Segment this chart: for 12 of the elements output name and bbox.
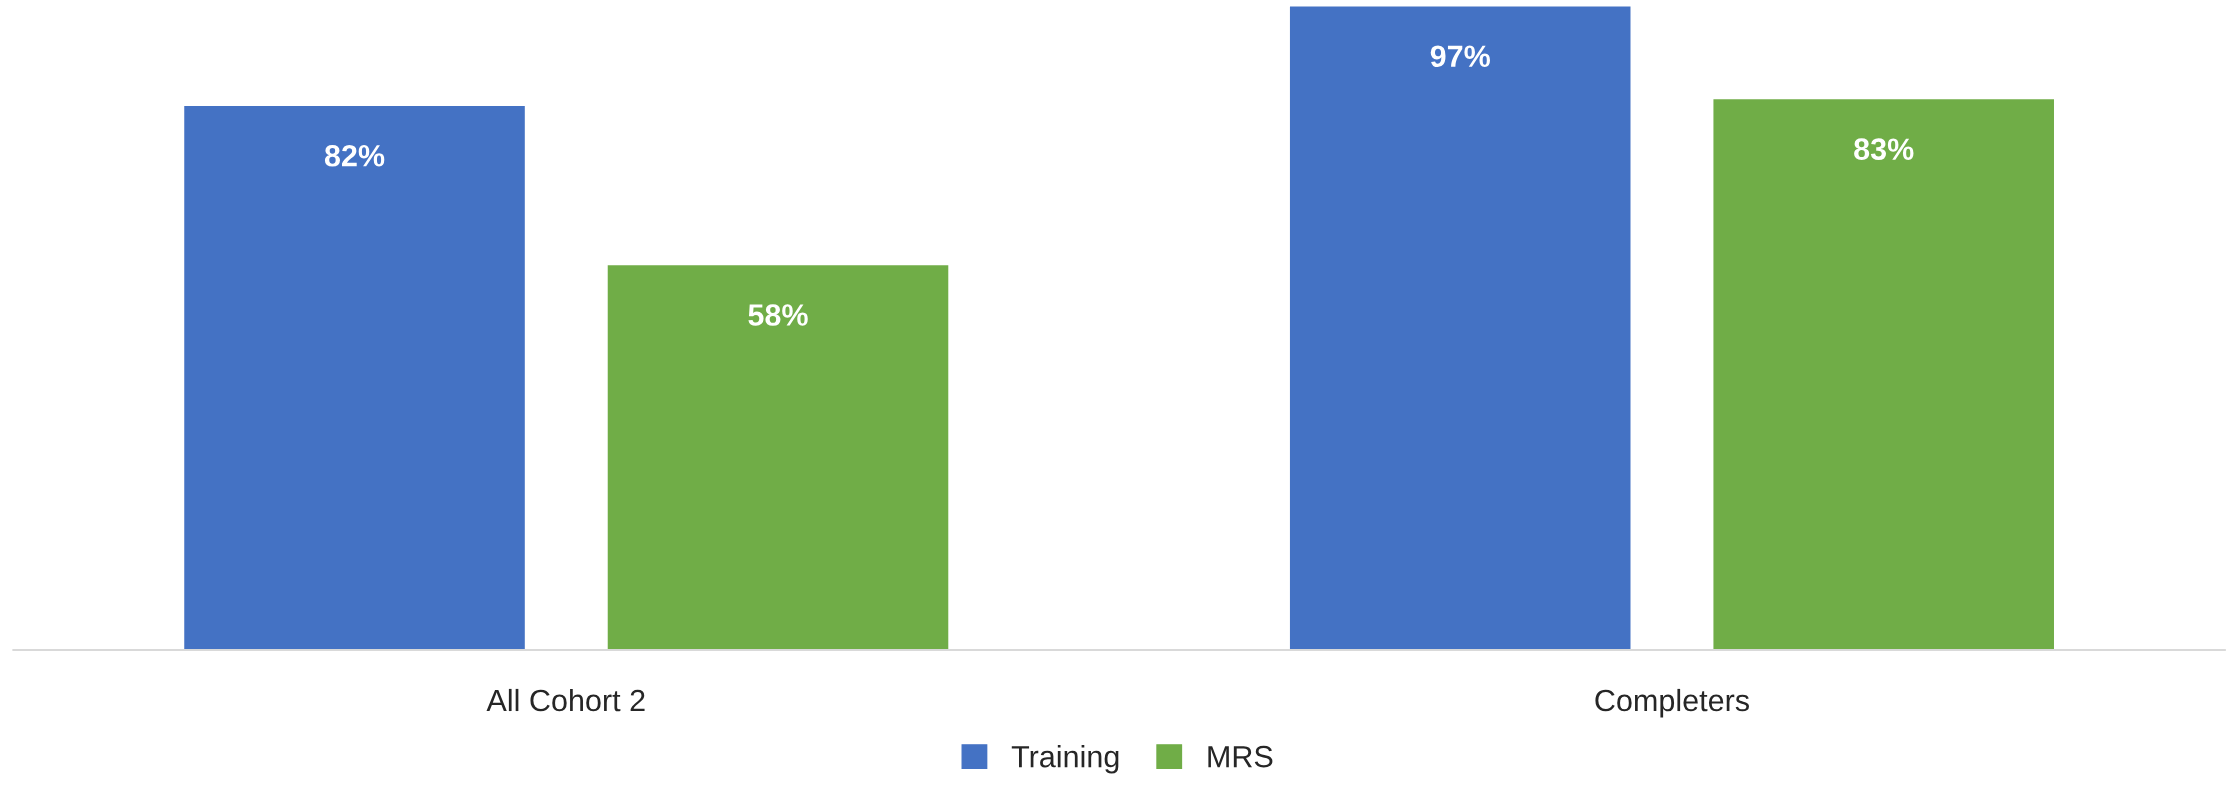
bar xyxy=(1713,99,2054,651)
legend-label: MRS xyxy=(1208,745,1273,768)
legend-label: Training xyxy=(1011,745,1119,774)
x-tick-label: Completers xyxy=(1595,688,1749,718)
data-label: 83% xyxy=(1854,138,1914,160)
data-label: 58% xyxy=(748,304,808,326)
data-label: 82% xyxy=(324,144,385,167)
bar xyxy=(607,265,949,651)
bar xyxy=(184,105,525,651)
data-label: 97% xyxy=(1430,45,1490,68)
x-tick-label: All Cohort 2 xyxy=(486,688,645,712)
bar xyxy=(1289,6,1631,651)
